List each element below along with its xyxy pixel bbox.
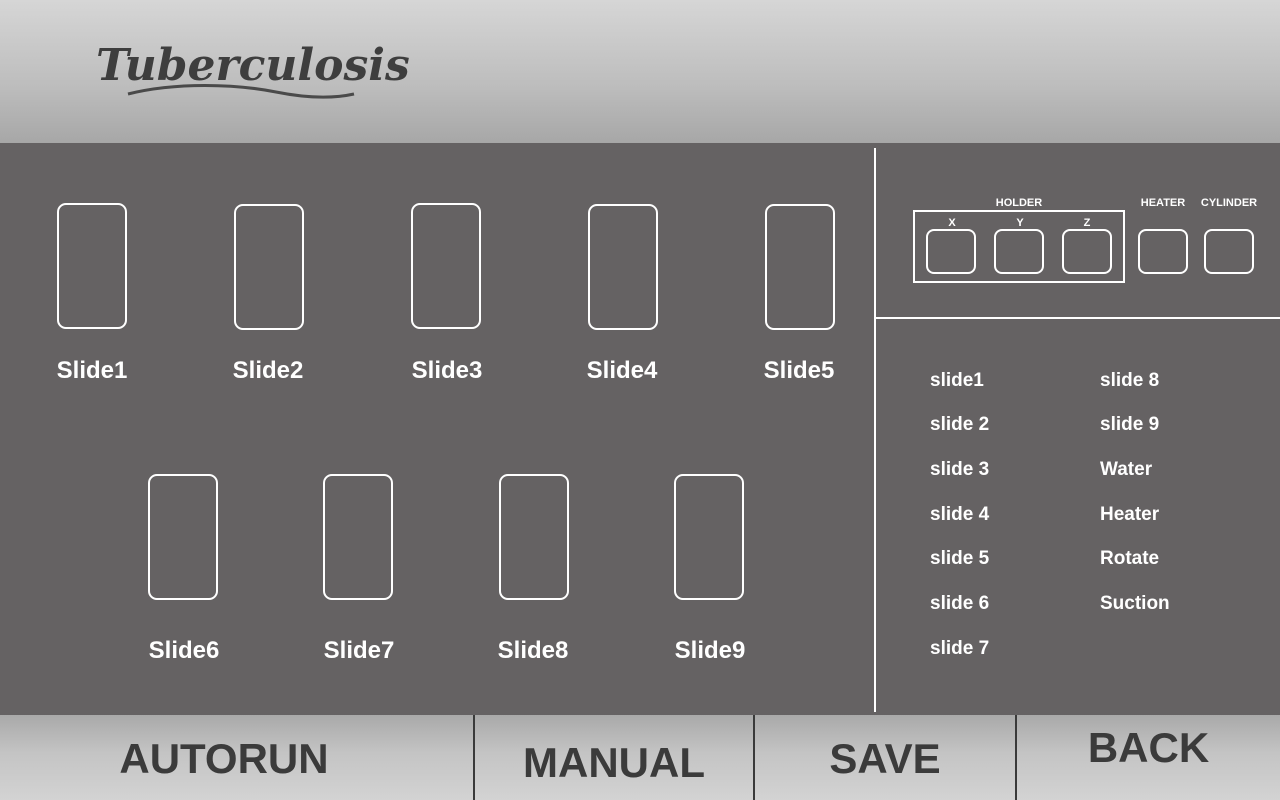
slide-slot-5[interactable] <box>765 204 835 330</box>
footer-bar <box>0 715 1280 800</box>
holder-y-label: Y <box>1016 217 1024 229</box>
slide-label-3: Slide3 <box>411 357 483 384</box>
slide-slot-6[interactable] <box>148 474 218 600</box>
slide-slot-4[interactable] <box>588 204 658 330</box>
footer-divider-1 <box>473 715 475 800</box>
holder-group <box>913 210 1125 283</box>
slide-label-1: Slide1 <box>56 357 128 384</box>
list-item-suction[interactable]: Suction <box>1100 593 1170 614</box>
list-item-water[interactable]: Water <box>1100 459 1153 480</box>
slide-slot-1[interactable] <box>57 203 127 329</box>
save-button[interactable]: SAVE <box>829 735 941 782</box>
holder-x-button[interactable] <box>926 229 976 274</box>
list-item-slide5[interactable]: slide 5 <box>930 548 990 569</box>
list-item-slide8[interactable]: slide 8 <box>1100 370 1160 391</box>
list-item-slide3[interactable]: slide 3 <box>930 459 990 480</box>
back-button[interactable]: BACK <box>1087 724 1210 771</box>
manual-button[interactable]: MANUAL <box>523 739 705 786</box>
holder-x-label: X <box>948 217 956 229</box>
slide-slot-9[interactable] <box>674 474 744 600</box>
holder-z-label: Z <box>1083 217 1091 229</box>
list-item-slide6[interactable]: slide 6 <box>930 593 990 614</box>
slide-slot-8[interactable] <box>499 474 569 600</box>
list-item-slide2[interactable]: slide 2 <box>930 414 990 435</box>
slide-label-8: Slide8 <box>497 637 569 664</box>
cylinder-label: CYLINDER <box>1200 197 1258 209</box>
horizontal-divider <box>876 317 1280 319</box>
heater-label: HEATER <box>1140 197 1186 209</box>
slide-label-2: Slide2 <box>232 357 304 384</box>
heater-button[interactable] <box>1138 229 1188 274</box>
list-item-slide9[interactable]: slide 9 <box>1100 414 1160 435</box>
list-item-slide1[interactable]: slide1 <box>930 370 984 391</box>
list-item-slide7[interactable]: slide 7 <box>930 638 990 659</box>
holder-z-button[interactable] <box>1062 229 1112 274</box>
slide-label-7: Slide7 <box>323 637 395 664</box>
slide-slot-3[interactable] <box>411 203 481 329</box>
slide-label-6: Slide6 <box>148 637 220 664</box>
list-item-slide4[interactable]: slide 4 <box>930 504 990 525</box>
header-bar: Tuberculosis <box>0 0 1280 143</box>
list-item-rotate[interactable]: Rotate <box>1100 548 1160 569</box>
vertical-divider <box>874 148 876 712</box>
holder-y-button[interactable] <box>994 229 1044 274</box>
holder-label: HOLDER <box>995 197 1043 209</box>
logo-swoosh-icon <box>127 84 355 99</box>
main-panel <box>0 143 1280 715</box>
footer-divider-2 <box>753 715 755 800</box>
slide-label-4: Slide4 <box>586 357 658 384</box>
slide-label-9: Slide9 <box>674 637 746 664</box>
footer-divider-3 <box>1015 715 1017 800</box>
list-item-heater[interactable]: Heater <box>1100 504 1160 525</box>
slide-label-5: Slide5 <box>763 357 835 384</box>
app-logo: Tuberculosis <box>96 40 410 91</box>
slide-slot-2[interactable] <box>234 204 304 330</box>
slide-slot-7[interactable] <box>323 474 393 600</box>
autorun-button[interactable]: AUTORUN <box>119 735 329 782</box>
cylinder-button[interactable] <box>1204 229 1254 274</box>
